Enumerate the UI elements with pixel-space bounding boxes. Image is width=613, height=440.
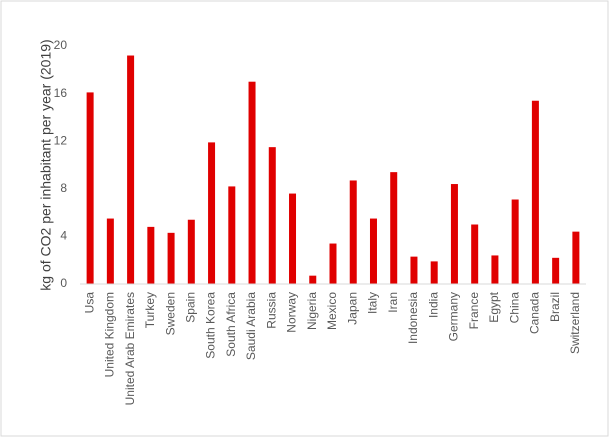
x-tick-label: South Korea xyxy=(204,292,218,359)
bar xyxy=(511,199,519,284)
x-tick-label: Usa xyxy=(82,292,96,314)
bar xyxy=(390,172,398,284)
y-axis-label: kg of CO2 per inhabitant per year (2019) xyxy=(38,39,54,290)
x-tick-label: Japan xyxy=(345,292,359,325)
x-tick-label: United Kingdom xyxy=(103,292,117,377)
bar xyxy=(349,180,357,284)
bar xyxy=(289,193,297,284)
x-tick-label: Spain xyxy=(183,292,197,323)
x-tick-label: Brazil xyxy=(548,292,562,322)
bar xyxy=(491,255,499,284)
bar xyxy=(86,92,94,284)
x-tick-label: India xyxy=(426,292,440,318)
x-tick-label: China xyxy=(507,292,521,324)
bar xyxy=(268,147,276,284)
y-tick-label: 20 xyxy=(54,38,68,52)
bar xyxy=(471,224,479,284)
x-tick-label: Sweden xyxy=(163,292,177,335)
bar xyxy=(430,261,438,284)
x-tick-label: United Arab Emirates xyxy=(123,292,137,405)
x-tick-label: South Africa xyxy=(224,292,238,357)
x-tick-label: Nigeria xyxy=(305,292,319,330)
x-tick-label: Russia xyxy=(264,292,278,329)
x-tick-label: Turkey xyxy=(143,292,157,328)
bar xyxy=(552,257,560,284)
y-tick-label: 16 xyxy=(54,86,68,100)
bar xyxy=(106,218,114,284)
x-tick-label: Canada xyxy=(528,292,542,334)
bar xyxy=(410,256,418,284)
x-tick-label: Indonesia xyxy=(406,292,420,344)
bar xyxy=(208,142,216,284)
bar xyxy=(187,219,195,284)
x-tick-label: Iran xyxy=(386,292,400,313)
bar xyxy=(309,275,317,284)
x-tick-label: Italy xyxy=(366,292,380,314)
bar xyxy=(167,232,175,284)
bar xyxy=(127,55,135,284)
y-tick-label: 0 xyxy=(60,276,67,290)
y-tick-label: 4 xyxy=(60,229,67,243)
x-tick-label: France xyxy=(467,292,481,330)
bar xyxy=(531,100,539,285)
bar xyxy=(248,81,256,284)
x-tick-label: Egypt xyxy=(487,291,501,322)
x-tick-label: Norway xyxy=(285,292,299,333)
x-tick-label: Germany xyxy=(447,292,461,341)
x-tick-label: Mexico xyxy=(325,292,339,330)
bar xyxy=(329,243,337,284)
x-tick-label: Saudi Arabia xyxy=(244,292,258,360)
bar xyxy=(147,226,155,284)
y-tick-label: 12 xyxy=(54,133,68,147)
bar xyxy=(369,218,377,284)
bar xyxy=(450,184,458,284)
bar xyxy=(228,186,236,284)
y-tick-label: 8 xyxy=(60,181,67,195)
x-tick-label: Switzerland xyxy=(568,292,582,354)
bar xyxy=(572,231,580,284)
